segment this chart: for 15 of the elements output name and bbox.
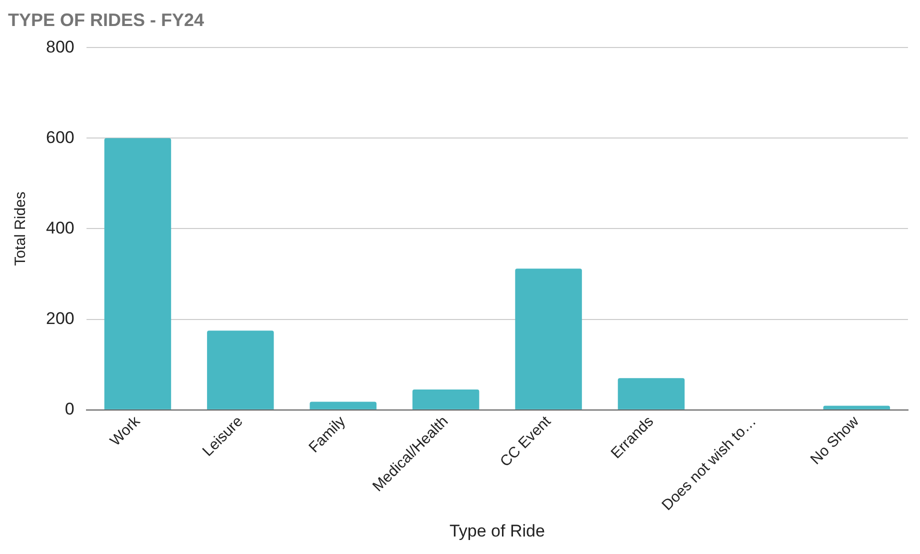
y-tick-label: 0 [64, 400, 74, 419]
bar [104, 138, 172, 410]
y-tick-label: 200 [46, 308, 74, 328]
y-tick-label: 400 [46, 218, 74, 238]
y-axis-title: Total Rides [12, 192, 30, 266]
x-axis-title: Type of Ride [449, 521, 545, 540]
bar [310, 402, 377, 410]
bar [618, 378, 685, 410]
bar [823, 406, 890, 410]
bar [207, 330, 274, 410]
chart-title: TYPE OF RIDES - FY24 [8, 10, 204, 30]
bar [515, 268, 582, 410]
bar [412, 389, 480, 410]
y-tick-label: 600 [46, 128, 74, 147]
y-tick-label: 800 [46, 37, 74, 56]
